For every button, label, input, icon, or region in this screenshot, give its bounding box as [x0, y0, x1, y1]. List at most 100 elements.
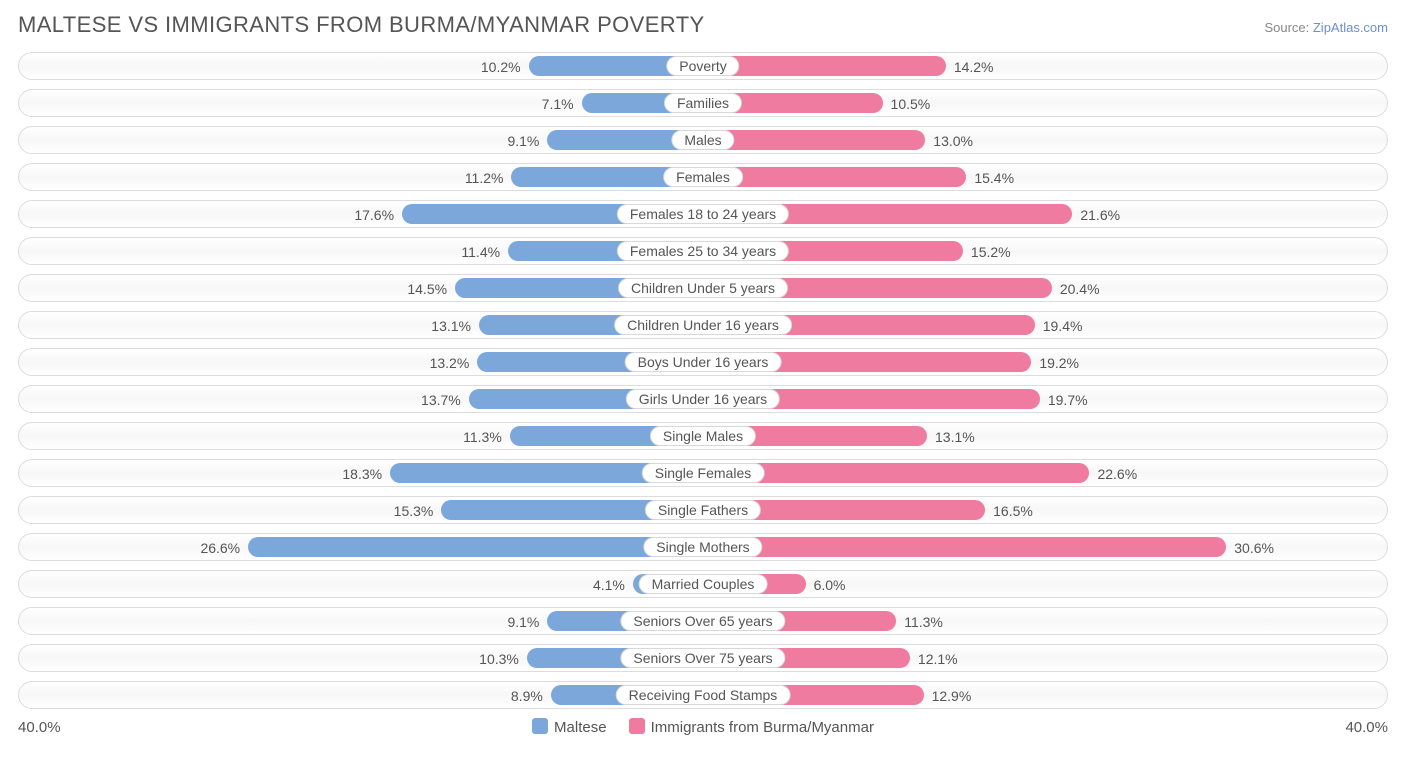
category-label: Poverty	[666, 56, 739, 76]
legend-label-right: Immigrants from Burma/Myanmar	[651, 719, 874, 736]
chart-row: 11.4%15.2%Females 25 to 34 years	[18, 237, 1388, 265]
value-left: 7.1%	[542, 90, 574, 118]
value-right: 19.2%	[1039, 349, 1079, 377]
chart-row: 4.1% 6.0%Married Couples	[18, 570, 1388, 598]
category-label: Females 25 to 34 years	[617, 241, 789, 261]
left-half: 7.1%	[19, 90, 703, 116]
left-half: 11.3%	[19, 423, 703, 449]
value-left: 13.1%	[431, 312, 471, 340]
category-label: Girls Under 16 years	[626, 389, 780, 409]
value-right: 14.2%	[954, 53, 994, 81]
left-half: 9.1%	[19, 608, 703, 634]
value-right: 13.1%	[935, 423, 975, 451]
header: MALTESE VS IMMIGRANTS FROM BURMA/MYANMAR…	[18, 12, 1388, 38]
legend-label-left: Maltese	[554, 719, 607, 736]
chart-row: 18.3% 22.6% Single Females	[18, 459, 1388, 487]
chart-row: 11.3%13.1%Single Males	[18, 422, 1388, 450]
category-label: Children Under 5 years	[618, 278, 788, 298]
chart-row: 14.5% 20.4% Children Under 5 years	[18, 274, 1388, 302]
left-half: 26.6%	[19, 534, 703, 560]
value-left: 18.3%	[342, 460, 382, 488]
value-left: 10.2%	[481, 53, 521, 81]
category-label: Females 18 to 24 years	[617, 204, 789, 224]
right-half: 15.4%	[703, 164, 1387, 190]
left-half: 13.2%	[19, 349, 703, 375]
value-right: 20.4%	[1060, 275, 1100, 303]
value-right: 21.6%	[1080, 201, 1120, 229]
value-left: 11.2%	[465, 164, 504, 192]
chart-row: 13.7% 19.7%Girls Under 16 years	[18, 385, 1388, 413]
value-left: 8.9%	[511, 682, 543, 710]
category-label: Single Mothers	[643, 537, 762, 557]
category-label: Single Fathers	[645, 500, 761, 520]
value-right: 13.0%	[933, 127, 973, 155]
legend: Maltese Immigrants from Burma/Myanmar	[532, 718, 874, 736]
chart-row: 13.1%19.4%Children Under 16 years	[18, 311, 1388, 339]
axis-max-left: 40.0%	[18, 719, 61, 736]
right-half: 21.6%	[703, 201, 1387, 227]
right-half: 16.5%	[703, 497, 1387, 523]
category-label: Boys Under 16 years	[625, 352, 782, 372]
category-label: Single Females	[642, 463, 765, 483]
diverging-bar-chart: 10.2% 14.2% Poverty 7.1% 10.5% Families 9.1% 13…	[18, 52, 1388, 709]
bar-right	[703, 56, 946, 76]
category-label: Married Couples	[639, 574, 768, 594]
chart-row: 9.1% 13.0% Males	[18, 126, 1388, 154]
category-label: Receiving Food Stamps	[616, 685, 791, 705]
value-right: 15.4%	[974, 164, 1014, 192]
right-half: 19.7%	[703, 386, 1387, 412]
value-left: 26.6%	[200, 534, 240, 562]
right-half: 12.1%	[703, 645, 1387, 671]
axis-max-right: 40.0%	[1345, 719, 1388, 736]
category-label: Males	[671, 130, 734, 150]
category-label: Families	[664, 93, 742, 113]
chart-row: 26.6% 30.6%Single Mothers	[18, 533, 1388, 561]
chart-row: 10.3% 12.1% Seniors Over 75 years	[18, 644, 1388, 672]
legend-swatch-right	[629, 718, 645, 734]
chart-row: 11.2% 15.4% Females	[18, 163, 1388, 191]
right-half: 10.5%	[703, 90, 1387, 116]
value-left: 4.1%	[593, 571, 625, 599]
bar-left	[248, 537, 703, 557]
category-label: Seniors Over 75 years	[620, 648, 785, 668]
right-half: 30.6%	[703, 534, 1387, 560]
chart-row: 13.2% 19.2% Boys Under 16 years	[18, 348, 1388, 376]
value-left: 11.3%	[463, 423, 502, 451]
chart-title: MALTESE VS IMMIGRANTS FROM BURMA/MYANMAR…	[18, 12, 705, 38]
right-half: 13.0%	[703, 127, 1387, 153]
value-right: 15.2%	[971, 238, 1011, 266]
right-half: 12.9%	[703, 682, 1387, 708]
value-right: 12.1%	[918, 645, 958, 673]
source-link[interactable]: ZipAtlas.com	[1313, 20, 1388, 35]
value-left: 9.1%	[507, 127, 539, 155]
bar-right	[703, 130, 925, 150]
category-label: Seniors Over 65 years	[620, 611, 785, 631]
right-half: 13.1%	[703, 423, 1387, 449]
right-half: 22.6%	[703, 460, 1387, 486]
left-half: 13.7%	[19, 386, 703, 412]
left-half: 8.9%	[19, 682, 703, 708]
right-half: 20.4%	[703, 275, 1387, 301]
source-attribution: Source: ZipAtlas.com	[1264, 20, 1388, 35]
right-half: 15.2%	[703, 238, 1387, 264]
left-half: 4.1%	[19, 571, 703, 597]
chart-row: 17.6% 21.6% Females 18 to 24 years	[18, 200, 1388, 228]
left-half: 14.5%	[19, 275, 703, 301]
left-half: 17.6%	[19, 201, 703, 227]
value-right: 11.3%	[904, 608, 943, 636]
value-left: 9.1%	[507, 608, 539, 636]
legend-item-right: Immigrants from Burma/Myanmar	[629, 718, 874, 736]
category-label: Females	[663, 167, 743, 187]
value-left: 13.7%	[421, 386, 461, 414]
left-half: 10.3%	[19, 645, 703, 671]
chart-row: 8.9% 12.9% Receiving Food Stamps	[18, 681, 1388, 709]
value-left: 17.6%	[354, 201, 394, 229]
value-right: 22.6%	[1097, 460, 1137, 488]
right-half: 19.2%	[703, 349, 1387, 375]
chart-row: 7.1% 10.5% Families	[18, 89, 1388, 117]
chart-row: 9.1% 11.3% Seniors Over 65 years	[18, 607, 1388, 635]
value-right: 10.5%	[891, 90, 931, 118]
right-half: 6.0%	[703, 571, 1387, 597]
value-left: 14.5%	[407, 275, 447, 303]
value-right: 12.9%	[932, 682, 972, 710]
